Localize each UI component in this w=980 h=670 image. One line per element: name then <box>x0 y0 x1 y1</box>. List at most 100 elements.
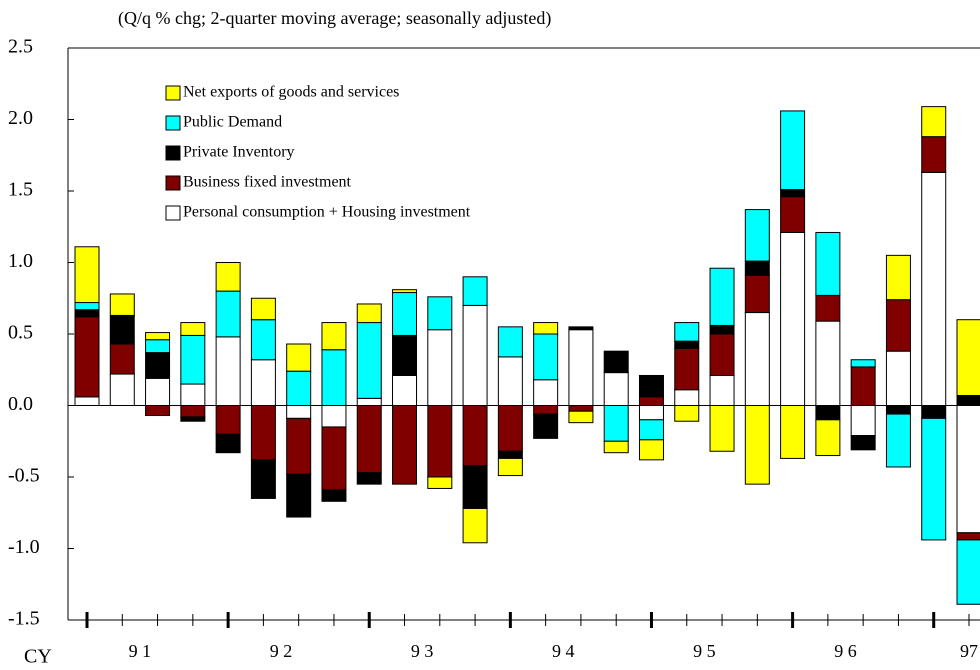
legend-label: Net exports of goods and services <box>183 84 399 101</box>
legend-swatch <box>165 175 181 191</box>
bar-segment <box>392 289 418 294</box>
bar-segment <box>74 302 100 311</box>
bar-segment <box>427 476 453 489</box>
bar-segment <box>638 396 664 407</box>
bar-segment <box>145 377 171 406</box>
bar-segment <box>850 366 876 407</box>
bar-segment <box>850 405 876 437</box>
bar-segment <box>286 417 312 475</box>
legend-label: Personal consumption + Housing investmen… <box>183 204 471 221</box>
y-tick-label: -0.5 <box>8 465 40 487</box>
bar-segment <box>74 246 100 304</box>
bar-segment <box>215 262 241 292</box>
bar-segment <box>885 350 911 407</box>
bar-segment <box>850 359 876 368</box>
bar-segment <box>286 473 312 518</box>
x-tick-label: 9 2 <box>270 641 293 661</box>
bar-segment <box>709 374 735 407</box>
bar-segment <box>815 320 841 407</box>
bar-segment <box>392 405 418 485</box>
bar-segment <box>921 171 947 406</box>
bar-segment <box>427 296 453 331</box>
x-tick-label: 9 4 <box>552 641 575 661</box>
bar-segment <box>780 231 806 406</box>
x-axis-label: CY <box>24 646 52 668</box>
bar-segment <box>885 299 911 352</box>
bar-segment <box>356 322 382 399</box>
bar-segment <box>462 405 488 467</box>
legend-label: Business fixed investment <box>183 174 352 191</box>
bar-segment <box>744 405 770 485</box>
bar-segment <box>215 290 241 338</box>
bar-segment <box>356 303 382 324</box>
bar-segment <box>74 309 100 318</box>
bar-segment <box>638 374 664 398</box>
bar-segment <box>603 405 629 442</box>
bar-segment <box>497 450 523 459</box>
y-tick-label: 2.5 <box>8 36 33 58</box>
legend-label: Public Demand <box>183 114 282 131</box>
legend-swatch <box>165 115 181 131</box>
bar-segment <box>709 405 735 452</box>
bar-segment <box>462 276 488 306</box>
bar-segment <box>462 304 488 406</box>
bar-segment <box>180 322 206 336</box>
y-tick-label: -1.0 <box>8 536 40 558</box>
bar-segment <box>286 370 312 406</box>
bar-segment <box>638 405 664 421</box>
bar-segment <box>250 359 276 406</box>
bar-segment <box>497 356 523 407</box>
bar-segment <box>215 336 241 406</box>
bar-segment <box>250 405 276 461</box>
bar-segment <box>392 292 418 336</box>
chart-subtitle: (Q/q % chg; 2-quarter moving average; se… <box>118 8 551 29</box>
bar-segment <box>815 405 841 421</box>
bar-segment <box>109 343 135 375</box>
bar-segment <box>956 405 980 534</box>
bar-segment <box>568 329 594 406</box>
bar-segment <box>568 410 594 424</box>
bar-segment <box>709 267 735 326</box>
x-tick-label: 9 6 <box>834 641 857 661</box>
legend-label: Private Inventory <box>183 144 295 161</box>
x-tick-label: 9 5 <box>693 641 716 661</box>
bar-segment <box>744 260 770 276</box>
bar-segment <box>603 350 629 374</box>
bar-segment <box>956 539 980 605</box>
bar-segment <box>533 413 559 439</box>
bar-segment <box>109 293 135 316</box>
bar-segment <box>356 397 382 407</box>
bar-segment <box>427 329 453 406</box>
bar-segment <box>674 347 700 391</box>
bar-segment <box>780 110 806 191</box>
bar-segment <box>744 274 770 314</box>
bar-segment <box>356 472 382 485</box>
bar-segment <box>145 405 171 417</box>
bar-segment <box>744 209 770 262</box>
bar-segment <box>709 333 735 376</box>
x-tick-label: 9 1 <box>129 641 152 661</box>
bar-segment <box>885 413 911 468</box>
bar-segment <box>109 373 135 407</box>
y-tick-label: 0.5 <box>8 322 33 344</box>
bar-segment <box>180 416 206 422</box>
bar-segment <box>427 405 453 478</box>
bar-segment <box>286 405 312 419</box>
bar-segment <box>180 383 206 406</box>
bar-segment <box>462 507 488 544</box>
bar-segment <box>568 326 594 331</box>
bar-segment <box>392 334 418 376</box>
bar-segment <box>321 426 347 491</box>
y-tick-label: 2.0 <box>8 107 33 129</box>
bar-segment <box>321 322 347 351</box>
bar-segment <box>885 254 911 301</box>
bar-segment <box>533 379 559 407</box>
bar-segment <box>921 417 947 541</box>
bar-segment <box>956 532 980 541</box>
bar-segment <box>109 314 135 345</box>
bar-segment <box>250 459 276 499</box>
legend-swatch <box>165 85 181 101</box>
y-tick-label: 1.0 <box>8 250 33 272</box>
bar-segment <box>145 352 171 379</box>
